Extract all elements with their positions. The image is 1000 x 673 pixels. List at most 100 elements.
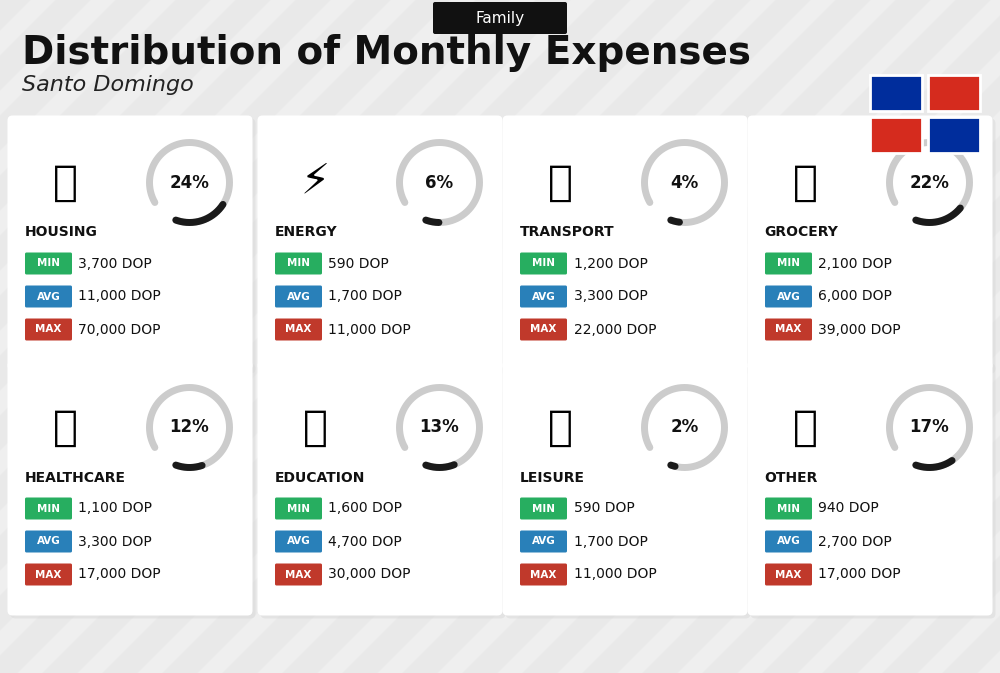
Text: 2,100 DOP: 2,100 DOP [818, 256, 892, 271]
FancyBboxPatch shape [25, 252, 72, 275]
Text: 590 DOP: 590 DOP [574, 501, 634, 516]
FancyBboxPatch shape [258, 361, 503, 616]
FancyBboxPatch shape [260, 118, 506, 374]
Text: 17%: 17% [910, 419, 949, 437]
Text: AVG: AVG [532, 291, 555, 302]
FancyBboxPatch shape [275, 530, 322, 553]
Text: 🩺: 🩺 [53, 406, 78, 448]
Text: MAX: MAX [775, 569, 802, 579]
Text: 🛍️: 🛍️ [548, 406, 573, 448]
Text: 1,200 DOP: 1,200 DOP [574, 256, 647, 271]
Text: MIN: MIN [532, 503, 555, 513]
FancyBboxPatch shape [10, 363, 256, 618]
Text: 11,000 DOP: 11,000 DOP [328, 322, 411, 336]
FancyBboxPatch shape [503, 361, 748, 616]
FancyBboxPatch shape [765, 563, 812, 586]
Text: 17,000 DOP: 17,000 DOP [78, 567, 161, 581]
FancyBboxPatch shape [748, 116, 992, 371]
Text: Family: Family [475, 11, 525, 26]
FancyBboxPatch shape [765, 497, 812, 520]
Text: 6%: 6% [425, 174, 454, 192]
Text: 🛒: 🛒 [793, 162, 818, 203]
FancyBboxPatch shape [520, 318, 567, 341]
Text: ENERGY: ENERGY [274, 225, 337, 240]
Text: MIN: MIN [777, 258, 800, 269]
FancyBboxPatch shape [765, 285, 812, 308]
Text: 4%: 4% [670, 174, 699, 192]
FancyBboxPatch shape [765, 252, 812, 275]
Text: 1,700 DOP: 1,700 DOP [574, 534, 647, 548]
Text: 13%: 13% [420, 419, 459, 437]
Text: OTHER: OTHER [765, 470, 818, 485]
Text: 1,700 DOP: 1,700 DOP [328, 289, 402, 304]
Text: Santo Domingo: Santo Domingo [22, 75, 194, 95]
Text: MAX: MAX [285, 569, 312, 579]
FancyBboxPatch shape [433, 2, 567, 34]
FancyBboxPatch shape [25, 318, 72, 341]
Text: HOUSING: HOUSING [24, 225, 97, 240]
FancyBboxPatch shape [503, 116, 748, 371]
FancyBboxPatch shape [506, 118, 750, 374]
Text: 17,000 DOP: 17,000 DOP [818, 567, 901, 581]
Text: AVG: AVG [287, 291, 310, 302]
Text: 3,700 DOP: 3,700 DOP [78, 256, 152, 271]
FancyBboxPatch shape [520, 252, 567, 275]
FancyBboxPatch shape [8, 116, 252, 371]
Text: AVG: AVG [777, 536, 800, 546]
Text: 11,000 DOP: 11,000 DOP [78, 289, 161, 304]
Text: LEISURE: LEISURE [520, 470, 584, 485]
FancyBboxPatch shape [8, 361, 252, 616]
Text: MIN: MIN [287, 503, 310, 513]
FancyBboxPatch shape [520, 497, 567, 520]
Text: 6,000 DOP: 6,000 DOP [818, 289, 892, 304]
Text: HEALTHCARE: HEALTHCARE [24, 470, 126, 485]
Text: 🚌: 🚌 [548, 162, 573, 203]
FancyBboxPatch shape [275, 285, 322, 308]
Text: 1,100 DOP: 1,100 DOP [78, 501, 152, 516]
FancyBboxPatch shape [275, 497, 322, 520]
FancyBboxPatch shape [870, 75, 922, 111]
Text: 70,000 DOP: 70,000 DOP [78, 322, 161, 336]
Text: 🏗️: 🏗️ [53, 162, 78, 203]
Text: AVG: AVG [532, 536, 555, 546]
Text: AVG: AVG [37, 536, 60, 546]
Text: 940 DOP: 940 DOP [818, 501, 879, 516]
FancyBboxPatch shape [275, 563, 322, 586]
FancyBboxPatch shape [25, 563, 72, 586]
Text: MAX: MAX [775, 324, 802, 334]
FancyBboxPatch shape [765, 318, 812, 341]
FancyBboxPatch shape [765, 530, 812, 553]
FancyBboxPatch shape [25, 285, 72, 308]
FancyBboxPatch shape [748, 361, 992, 616]
Text: 1,600 DOP: 1,600 DOP [328, 501, 402, 516]
Text: AVG: AVG [777, 291, 800, 302]
Text: 2,700 DOP: 2,700 DOP [818, 534, 892, 548]
FancyBboxPatch shape [275, 318, 322, 341]
Text: 24%: 24% [170, 174, 209, 192]
Text: 🎓: 🎓 [303, 406, 328, 448]
Text: MAX: MAX [285, 324, 312, 334]
FancyBboxPatch shape [260, 363, 506, 618]
FancyBboxPatch shape [928, 117, 980, 153]
Text: MIN: MIN [532, 258, 555, 269]
Text: MAX: MAX [35, 324, 62, 334]
FancyBboxPatch shape [520, 530, 567, 553]
Text: 3,300 DOP: 3,300 DOP [78, 534, 152, 548]
FancyBboxPatch shape [25, 530, 72, 553]
Text: MIN: MIN [777, 503, 800, 513]
FancyBboxPatch shape [25, 497, 72, 520]
Text: 👜: 👜 [793, 406, 818, 448]
Text: AVG: AVG [287, 536, 310, 546]
FancyBboxPatch shape [870, 117, 922, 153]
Text: TRANSPORT: TRANSPORT [520, 225, 614, 240]
Text: 12%: 12% [170, 419, 209, 437]
FancyBboxPatch shape [520, 285, 567, 308]
FancyBboxPatch shape [258, 116, 503, 371]
Text: MAX: MAX [530, 569, 557, 579]
Text: 590 DOP: 590 DOP [328, 256, 389, 271]
Text: 39,000 DOP: 39,000 DOP [818, 322, 901, 336]
Text: GROCERY: GROCERY [765, 225, 838, 240]
FancyBboxPatch shape [750, 118, 996, 374]
Text: 11,000 DOP: 11,000 DOP [574, 567, 656, 581]
FancyBboxPatch shape [506, 363, 750, 618]
